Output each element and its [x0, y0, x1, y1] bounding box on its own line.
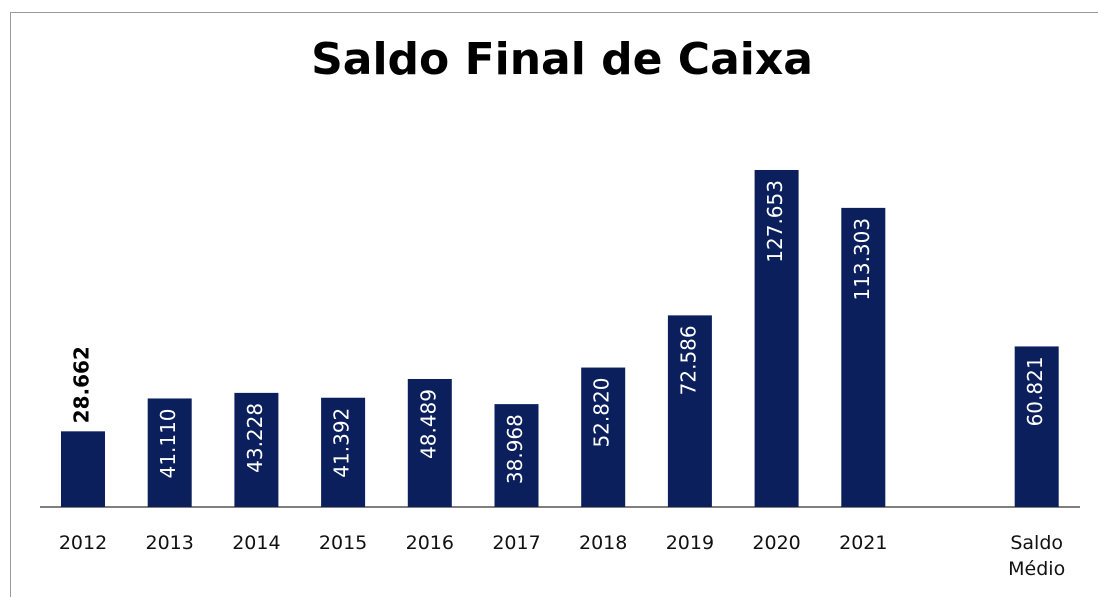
bar [234, 392, 279, 507]
x-tick-label: 2016 [405, 532, 454, 554]
bar [754, 170, 799, 507]
value-label: 41.110 [156, 408, 180, 478]
x-tick-label: 2014 [232, 532, 281, 554]
value-label: 41.392 [330, 408, 354, 478]
x-tick-label: 2013 [145, 532, 194, 554]
x-tick-label: 2020 [752, 532, 801, 554]
value-label: 28.662 [70, 346, 94, 423]
x-tick-label: 2019 [665, 532, 715, 554]
bar [147, 398, 192, 507]
chart-frame [10, 12, 1098, 597]
value-label: 52.820 [590, 378, 614, 448]
bar [841, 207, 886, 508]
bar [61, 431, 105, 507]
bar [321, 397, 366, 507]
x-tick-label: 2021 [839, 532, 888, 554]
value-label: 38.968 [503, 414, 527, 484]
bar [494, 404, 539, 507]
value-label: 113.303 [850, 218, 874, 301]
x-tick-label: 2018 [579, 532, 628, 554]
chart-title: Saldo Final de Caixa [311, 34, 813, 85]
x-tick-label: Saldo Médio [1008, 532, 1066, 580]
x-tick-label: 2015 [318, 532, 368, 554]
value-label: 72.586 [676, 325, 700, 395]
bar [1014, 346, 1059, 507]
value-label: 48.489 [416, 389, 440, 459]
value-label: 43.228 [243, 403, 267, 473]
x-tick-label: 2017 [492, 532, 541, 554]
x-tick-label: 2012 [58, 532, 108, 554]
bar [407, 378, 452, 507]
value-label: 127.653 [763, 180, 787, 263]
value-label: 60.821 [1023, 356, 1047, 426]
bar [581, 367, 626, 507]
bar [667, 315, 712, 507]
